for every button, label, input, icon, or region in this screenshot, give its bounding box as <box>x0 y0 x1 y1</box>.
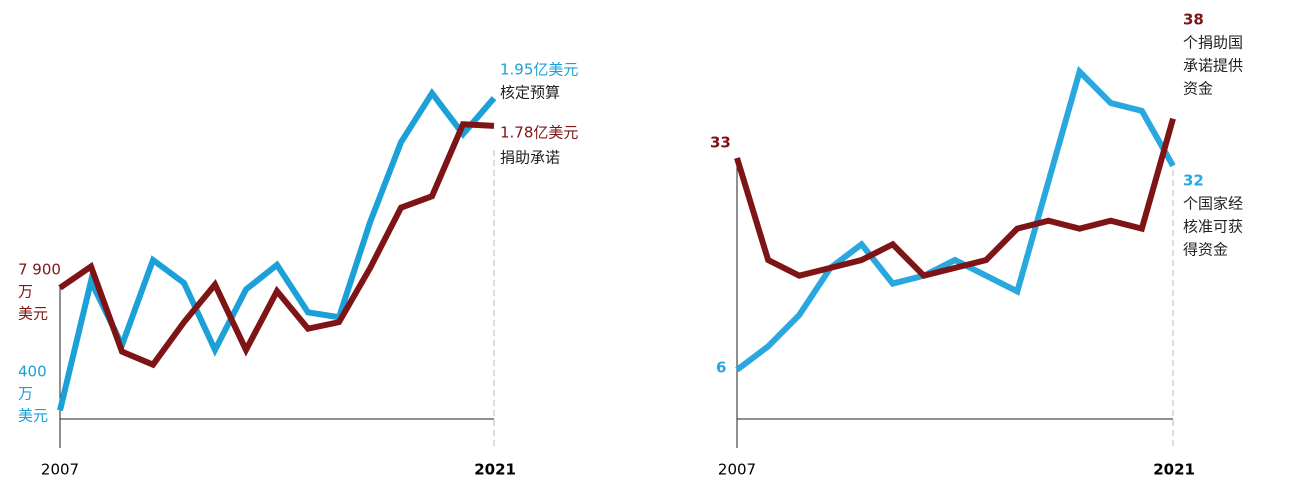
start-label: 美元 <box>18 407 48 425</box>
end-label: 资金 <box>1183 80 1213 98</box>
end-label: 1.78亿美元 <box>500 124 578 142</box>
end-label: 核定预算 <box>500 84 560 102</box>
line-series <box>735 65 1176 373</box>
end-label: 38 <box>1183 11 1204 29</box>
start-label: 万 <box>18 385 33 403</box>
start-label: 7 900 <box>18 261 61 279</box>
start-label: 6 <box>716 359 726 377</box>
start-label: 美元 <box>18 305 48 323</box>
line-series <box>57 87 497 412</box>
start-label: 33 <box>710 134 731 152</box>
x-tick-label: 2007 <box>41 461 79 479</box>
end-label: 个国家经 <box>1183 195 1243 213</box>
end-label: 1.95亿美元 <box>500 61 578 79</box>
end-label: 承诺提供 <box>1183 57 1243 75</box>
start-label: 400 <box>18 363 47 381</box>
end-label: 捐助承诺 <box>500 149 560 167</box>
line-series <box>734 117 1176 280</box>
end-label: 32 <box>1183 172 1204 190</box>
start-label: 万 <box>18 283 33 301</box>
end-label: 核准可获 <box>1183 218 1243 236</box>
line-series <box>58 121 495 369</box>
x-tick-label: 2021 <box>1153 461 1195 479</box>
end-label: 个捐助国 <box>1183 34 1243 52</box>
end-label: 得资金 <box>1183 241 1228 259</box>
x-tick-label: 2021 <box>474 461 516 479</box>
x-tick-label: 2007 <box>718 461 756 479</box>
